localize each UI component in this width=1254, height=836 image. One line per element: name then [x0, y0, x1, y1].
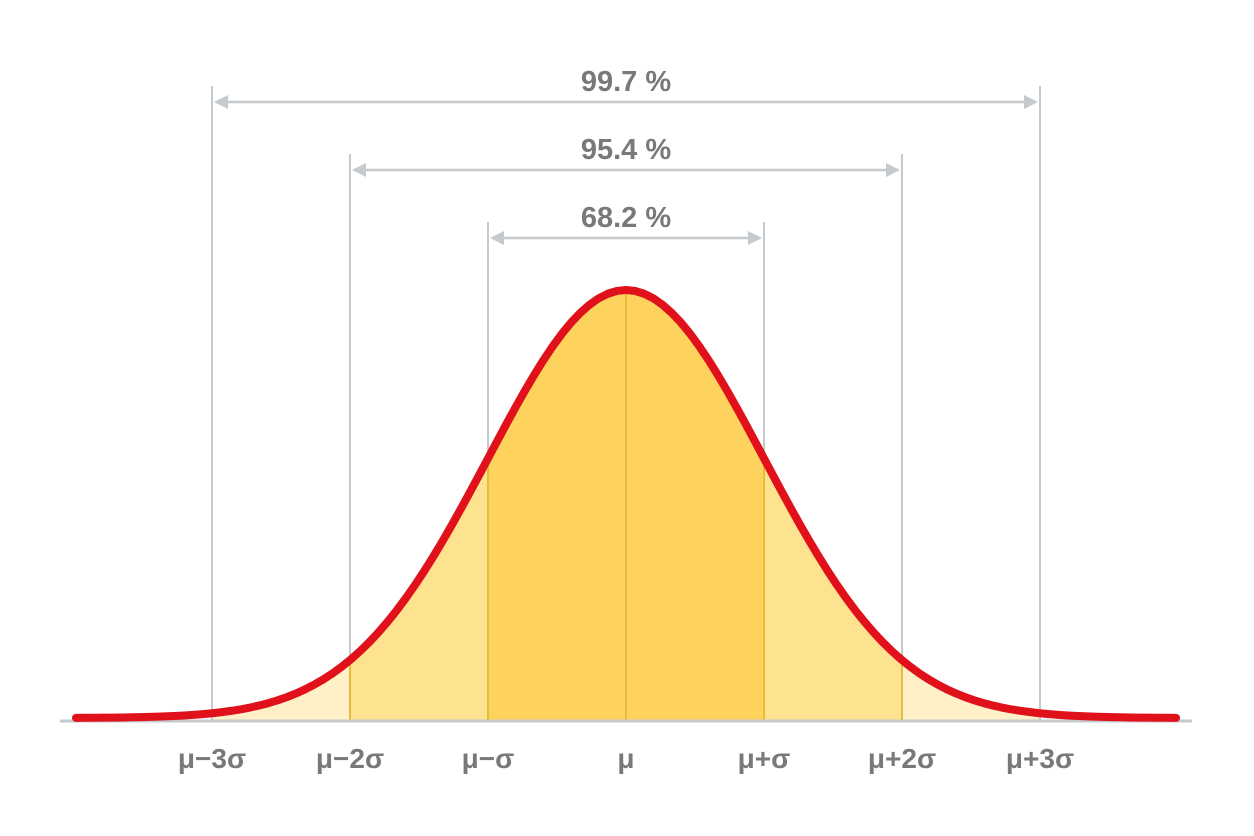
band-3: [212, 660, 350, 721]
tick-label: μ+3σ: [1006, 743, 1074, 774]
interval-1: 95.4 %: [352, 134, 900, 177]
tick-labels: μ−3σ μ−2σ μ−σ μ μ+σ μ+2σ μ+3σ: [178, 743, 1074, 774]
band-dividers: [211, 290, 1041, 721]
arrowhead-left: [490, 231, 504, 245]
arrowhead-left: [352, 163, 366, 177]
arrowhead-right: [1024, 95, 1038, 109]
interval-label: 95.4 %: [581, 134, 671, 166]
interval-label: 99.7 %: [581, 66, 671, 98]
interval-arrows: 99.7 % 95.4 % 68.2 %: [214, 66, 1038, 245]
arrowhead-right: [886, 163, 900, 177]
tick-label: μ−2σ: [316, 743, 384, 774]
tick-label: μ+σ: [738, 743, 791, 774]
interval-0: 99.7 %: [214, 66, 1038, 109]
tick-label: μ−3σ: [178, 743, 246, 774]
bell-curve: [72, 286, 1180, 722]
sigma-guide-lines: [211, 86, 1041, 714]
interval-label: 68.2 %: [581, 202, 671, 234]
tick-label: μ−σ: [462, 743, 515, 774]
interval-2: 68.2 %: [490, 202, 762, 245]
arrowhead-left: [214, 95, 228, 109]
tick-label: μ+2σ: [868, 743, 936, 774]
arrowhead-right: [748, 231, 762, 245]
band-4: [902, 660, 1040, 721]
tick-label: μ: [617, 743, 634, 774]
